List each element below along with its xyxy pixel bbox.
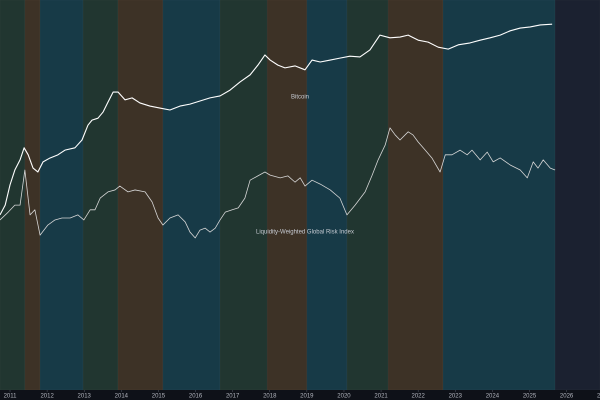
regime-band xyxy=(82,0,119,391)
x-tick-label: 2017 xyxy=(226,394,240,400)
series-label: Bitcoin xyxy=(291,95,309,101)
x-tick-label: 2014 xyxy=(115,394,129,400)
x-tick-label: 2026 xyxy=(560,394,574,400)
x-tick-label: 2012 xyxy=(40,394,54,400)
regime-band xyxy=(24,0,41,391)
regime-band xyxy=(554,0,600,391)
x-tick-label: 2020 xyxy=(337,394,351,400)
x-tick-label: 2021 xyxy=(374,394,388,400)
x-tick-label: 2025 xyxy=(523,394,537,400)
regime-band xyxy=(346,0,389,391)
x-axis: 2011 2012 2013 2014 2015 2016 2017 2018 2019 2020… xyxy=(4,390,600,400)
x-tick-label: 2016 xyxy=(189,394,203,400)
x-tick-label: 2027 xyxy=(597,394,600,400)
regime-band xyxy=(387,0,444,391)
series-line xyxy=(0,23,553,216)
x-tick-label: 2022 xyxy=(412,394,426,400)
regime-band xyxy=(117,0,164,391)
x-tick-label: 2018 xyxy=(263,394,277,400)
lines xyxy=(0,23,556,239)
x-tick-label: 2011 xyxy=(4,394,18,400)
regime-band xyxy=(306,0,348,391)
regime-band xyxy=(266,0,308,391)
x-tick-label: 2024 xyxy=(486,394,500,400)
x-tick-label: 2013 xyxy=(78,394,92,400)
regime-bands xyxy=(0,0,600,391)
series-label: Liquidity-Weighted Global Risk Index xyxy=(256,230,354,236)
x-axis-strip xyxy=(0,390,600,400)
x-tick-label: 2019 xyxy=(300,394,314,400)
regime-band xyxy=(0,0,26,391)
regime-band xyxy=(39,0,84,391)
regime-band xyxy=(442,0,556,391)
regime-band xyxy=(219,0,268,391)
series-line xyxy=(0,127,556,239)
regime-band xyxy=(162,0,221,391)
x-tick-label: 2023 xyxy=(449,394,463,400)
x-tick-label: 2015 xyxy=(152,394,166,400)
